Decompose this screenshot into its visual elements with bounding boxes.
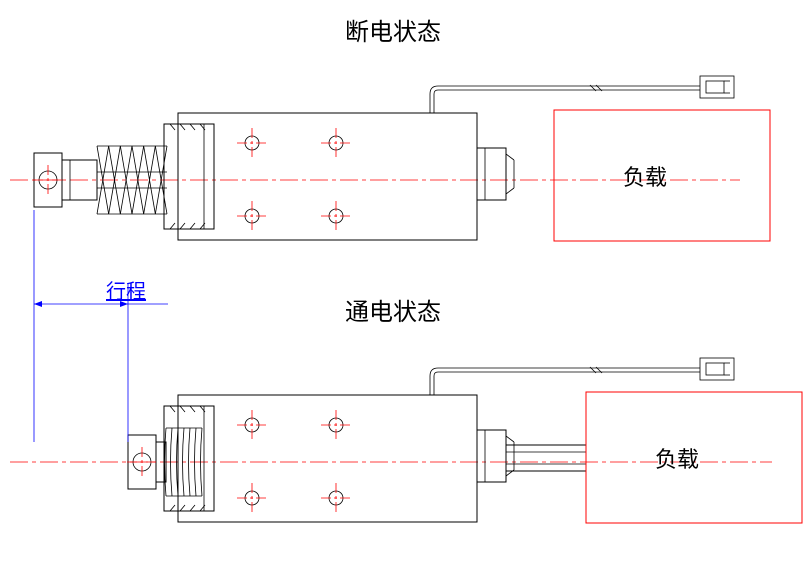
svg-text:行程: 行程 [106, 280, 146, 303]
diagram-on-state: 通电状态负载 [10, 299, 802, 523]
dimension-stroke: 行程 [34, 210, 168, 442]
svg-text:断电状态: 断电状态 [345, 19, 441, 46]
svg-text:负载: 负载 [623, 165, 667, 190]
svg-text:负载: 负载 [655, 447, 699, 472]
svg-text:通电状态: 通电状态 [345, 299, 441, 326]
diagram-off-state: 断电状态负载 [10, 19, 770, 241]
